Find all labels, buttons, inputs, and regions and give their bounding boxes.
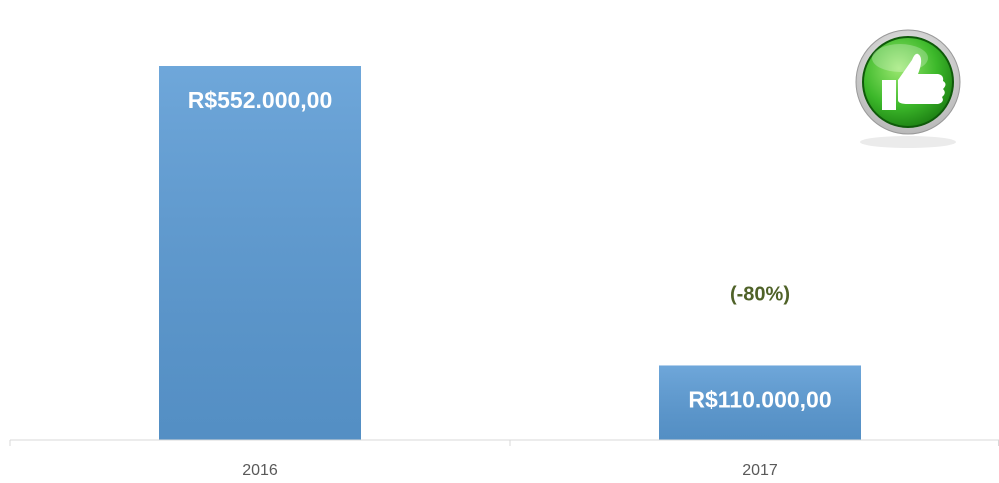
- x-tick-label: 2017: [742, 462, 778, 479]
- value-label: R$552.000,00: [188, 87, 333, 113]
- bar-shade: [159, 66, 361, 440]
- x-tick-label: 2016: [242, 462, 278, 479]
- annotation: (-80%): [730, 283, 790, 305]
- thumbs-up-icon: [855, 29, 961, 148]
- value-label: R$110.000,00: [688, 387, 831, 413]
- bar-shade: [659, 365, 861, 440]
